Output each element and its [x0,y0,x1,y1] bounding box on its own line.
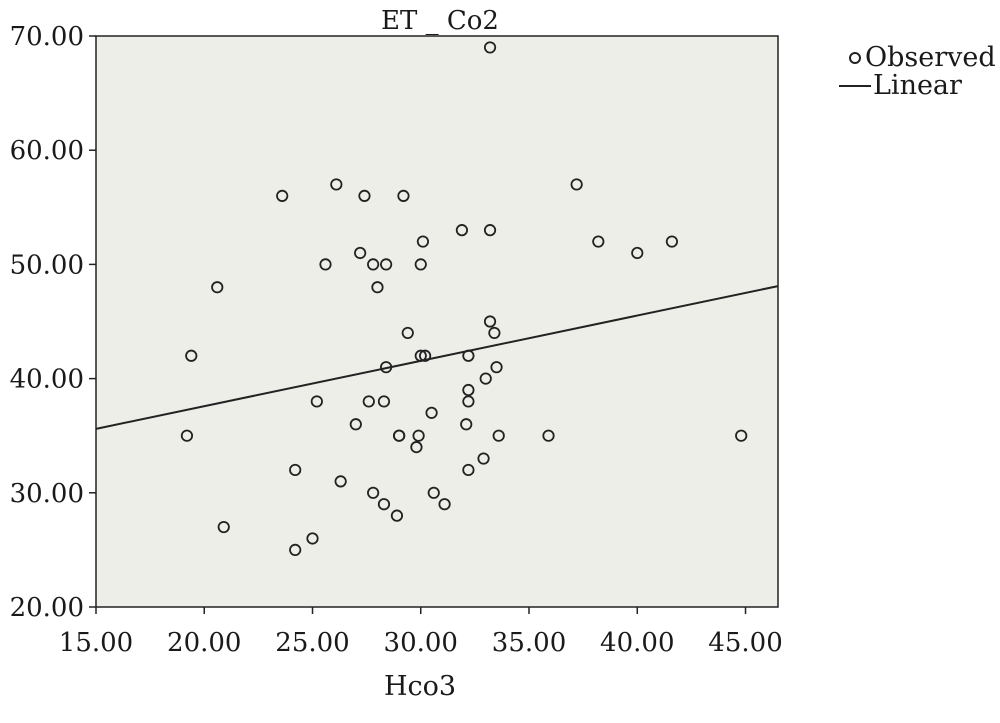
data-point [367,258,380,271]
data-point [362,395,375,408]
data-point [330,178,343,191]
data-point [289,463,302,477]
data-point [180,429,194,442]
legend: Observed Linear [835,44,996,100]
data-point [542,429,555,442]
data-point [462,395,475,408]
linear-fit-line [95,285,779,430]
data-point [393,429,406,442]
data-point [483,315,497,328]
data-point [416,235,430,248]
data-point [276,189,289,202]
data-point [354,246,367,260]
data-point [319,258,332,271]
y-tick-label: 70.00 [10,22,84,52]
data-point [477,452,490,465]
circle-marker-icon [849,52,861,64]
legend-label-observed: Observed [865,42,996,73]
legend-item-observed: Observed [835,44,996,72]
data-point [334,475,347,488]
data-point [479,372,492,385]
data-point [211,281,224,294]
data-point [349,418,362,431]
data-point [462,383,475,397]
x-tick-label: 40.00 [600,628,674,658]
data-point [377,395,391,408]
y-tick-label: 50.00 [10,250,84,280]
x-tick-label: 30.00 [384,628,458,658]
y-tick-label: 20.00 [10,593,84,623]
data-point [427,486,440,499]
data-point [492,429,505,442]
data-point [631,246,644,260]
data-point [665,235,679,248]
x-axis-label: Hco3 [383,671,457,702]
data-point [410,441,423,454]
data-point [358,189,371,202]
x-tick-label: 20.00 [167,628,241,658]
y-tick-label: 60.00 [10,136,84,166]
line-marker-icon [839,85,871,87]
data-point [570,178,583,191]
chart-title: ET _ Co2 [381,6,499,36]
data-point [483,224,497,237]
data-point [377,498,391,511]
x-tick-label: 45.00 [708,628,782,658]
plot-area [95,35,779,608]
data-point [412,429,425,442]
data-point [397,189,410,202]
y-tick-label: 30.00 [10,479,84,509]
data-point [185,349,198,362]
data-point [483,41,497,54]
data-point [592,235,605,248]
data-point [367,486,380,499]
y-tick-label: 40.00 [10,365,84,395]
data-point [414,258,427,271]
x-tick-label: 15.00 [59,628,133,658]
data-point [462,463,475,477]
data-point [425,406,438,419]
data-point [380,258,393,271]
data-point [735,429,748,442]
data-point [488,326,501,340]
data-point [455,224,468,237]
data-point [390,509,404,522]
data-point [310,395,323,408]
data-point [401,326,414,340]
data-point [371,281,384,294]
data-point [438,498,451,511]
data-point [490,361,503,374]
x-tick-label: 25.00 [275,628,349,658]
data-point [306,532,319,545]
data-point [460,418,473,431]
legend-item-linear: Linear [835,72,996,100]
x-tick-label: 35.00 [492,628,566,658]
data-point [289,543,302,557]
data-point [217,520,230,534]
legend-label-linear: Linear [873,70,962,101]
